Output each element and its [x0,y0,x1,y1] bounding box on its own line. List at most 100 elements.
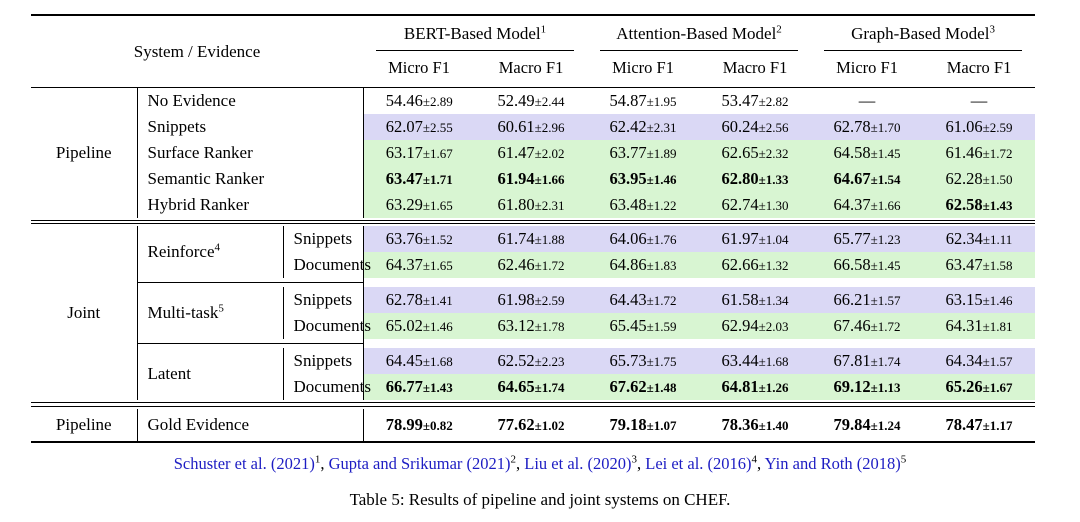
value-cell: 65.26±1.67 [923,374,1036,401]
header-micro-f1: Micro F1 [363,51,476,88]
table-row: Hybrid Ranker 63.29±1.65 61.80±2.31 63.48±1… [31,191,1036,218]
citation-link[interactable]: Lei et al. (2016) [645,454,752,473]
header-micro-f1: Micro F1 [587,51,700,88]
evidence-label: No Evidence [147,90,236,110]
subgroup-divider-rule [137,339,363,348]
subgroup-divider-spacer [362,278,1036,288]
citation-link[interactable]: Schuster et al. (2021) [173,454,315,473]
value-cell: 54.46±2.89 [362,87,476,114]
value-cell: 62.78±1.70 [811,113,924,140]
section-separator-row [31,218,1036,227]
table-row: Surface Ranker 63.17±1.67 61.47±2.02 63.77±… [31,139,1036,166]
value-cell: 61.97±1.04 [699,226,812,253]
evidence-label: Semantic Ranker [147,168,265,188]
value-cell: 62.66±1.32 [699,252,812,279]
table-row: Documents 64.37±1.65 62.46±1.72 64.86±1.83 6… [31,252,1036,279]
value-cell: 79.84±1.24 [811,408,924,443]
evidence-label: Documents [293,316,371,336]
header-group-bert-label: BERT-Based Model [403,24,541,43]
value-cell: 64.31±1.81 [923,313,1036,340]
value-cell: 62.65±2.32 [699,139,812,166]
section-separator-rule [31,218,1036,227]
table-row: Pipeline Gold Evidence 78.99±0.82 77.62±1.0… [31,408,1036,443]
value-cell: — [858,90,876,110]
section-separator-rule [31,400,1036,409]
table-row: Joint Reinforce4 Snippets 63.76±1.52 61.74±1… [31,226,1036,401]
value-cell: 63.77±1.89 [587,139,700,166]
value-cell: 65.73±1.75 [587,348,700,375]
value-cell: 63.47±1.71 [362,165,476,192]
value-cell: 62.28±1.50 [923,165,1036,192]
header-macro-f1: Macro F1 [699,51,812,88]
value-cell: 62.42±2.31 [587,113,700,140]
citation-footnote-mark: 4 [751,453,758,466]
value-cell: 62.94±2.03 [699,313,812,340]
section-separator-row [31,400,1036,409]
value-cell: 61.47±2.02 [475,139,588,166]
value-cell: 63.12±1.78 [475,313,588,340]
value-cell: 61.74±1.88 [475,226,588,253]
section-label: Joint [31,226,138,401]
citation-footnote-mark: 5 [900,453,907,466]
section-label: Pipeline [31,408,138,443]
citation-link[interactable]: Yin and Roth (2018) [764,454,901,473]
value-cell: 63.76±1.52 [362,226,476,253]
value-cell: 64.58±1.45 [811,139,924,166]
table-row: Multi-task5 Snippets 62.78±1.41 61.98±2.59 6… [31,287,1036,340]
value-cell: 65.45±1.59 [587,313,700,340]
value-cell: 61.58±1.34 [699,287,812,314]
header-group-row: System / Evidence BERT-Based Model1 Atte… [31,14,1036,88]
value-cell: 64.37±1.65 [362,252,476,279]
table-row: Latent Snippets 64.45±1.68 62.52±2.23 65.73±… [31,348,1036,401]
value-cell: 62.80±1.33 [699,165,812,192]
header-group-graph: Graph-Based Model3 [811,14,1036,51]
method-label: Multi-task5 [137,287,284,340]
value-cell: 63.95±1.46 [587,165,700,192]
value-cell: 62.78±1.41 [362,287,476,314]
value-cell: 61.80±2.31 [475,191,588,218]
table-row: Documents 66.77±1.43 64.65±1.74 67.62±1.48 6… [31,374,1036,401]
value-cell: 62.46±1.72 [475,252,588,279]
value-cell: 63.48±1.22 [587,191,700,218]
subgroup-divider-spacer [362,339,1036,349]
citation-link[interactable]: Liu et al. (2020) [524,454,632,473]
header-group-attention-footnote-mark: 2 [776,23,782,36]
header-group-bert: BERT-Based Model1 [363,14,588,51]
header-group-bert-footnote-mark: 1 [540,23,547,36]
evidence-label: Surface Ranker [147,142,253,162]
value-cell: 64.43±1.72 [587,287,700,314]
value-cell: 64.65±1.74 [475,374,588,401]
value-cell: 62.74±1.30 [699,191,812,218]
table-row: Documents 65.02±1.46 63.12±1.78 65.45±1.59 6… [31,313,1036,340]
citation-link[interactable]: Gupta and Srikumar (2021) [328,454,511,473]
header-group-attention: Attention-Based Model2 [587,14,812,51]
evidence-label: Snippets [293,290,353,310]
evidence-label: Snippets [293,351,353,371]
table-row: Pipeline No Evidence 54.46±2.89 52.49±2.44 5… [31,87,1035,218]
subgroup-divider-rule [137,278,363,287]
value-cell: 64.45±1.68 [362,348,476,375]
evidence-label: Hybrid Ranker [147,194,250,214]
value-cell: 66.21±1.57 [811,287,924,314]
value-cell: 64.81±1.26 [699,374,812,401]
header-group-graph-footnote-mark: 3 [989,23,995,36]
value-cell: 60.61±2.96 [475,113,588,140]
value-cell: — [970,90,988,110]
value-cell: 67.62±1.48 [587,374,700,401]
value-cell: 66.77±1.43 [362,374,476,401]
value-cell: 78.36±1.40 [699,408,812,443]
value-cell: 65.02±1.46 [362,313,476,340]
value-cell: 67.81±1.74 [811,348,924,375]
header-macro-f1: Macro F1 [923,51,1036,88]
subgroup-divider-row [31,339,1036,349]
table-caption: Table 5: Results of pipeline and joint s… [349,490,731,509]
header-group-graph-label: Graph-Based Model [851,24,990,43]
value-cell: 64.06±1.76 [587,226,700,253]
header-system-evidence: System / Evidence [31,14,364,88]
citation-footnote-mark: 1 [314,453,321,466]
value-cell: 64.67±1.54 [811,165,924,192]
value-cell: 62.58±1.43 [923,191,1036,218]
value-cell: 61.94±1.66 [475,165,588,192]
table-row: Semantic Ranker 63.47±1.71 61.94±1.66 63.95… [31,165,1036,192]
